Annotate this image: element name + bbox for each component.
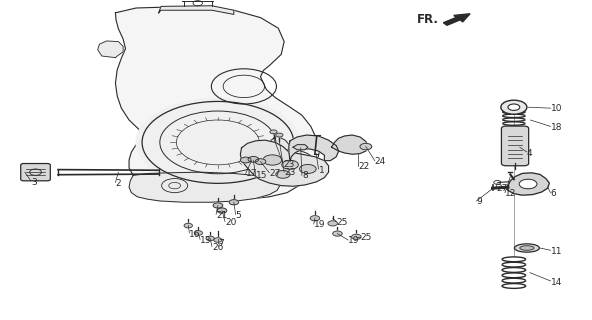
- Text: 9: 9: [477, 197, 482, 206]
- Polygon shape: [266, 136, 293, 182]
- Polygon shape: [98, 41, 123, 58]
- Text: 8: 8: [302, 172, 308, 180]
- Text: 25: 25: [336, 218, 348, 227]
- Polygon shape: [115, 6, 320, 200]
- Circle shape: [206, 236, 214, 241]
- Text: 1: 1: [318, 166, 324, 175]
- Circle shape: [240, 157, 251, 163]
- FancyBboxPatch shape: [21, 164, 50, 181]
- Circle shape: [184, 223, 192, 228]
- Circle shape: [360, 143, 372, 150]
- Text: 19: 19: [348, 236, 359, 245]
- Text: 15: 15: [256, 172, 267, 180]
- Circle shape: [508, 104, 520, 110]
- Text: 11: 11: [551, 247, 562, 256]
- Circle shape: [333, 231, 342, 236]
- Text: FR.: FR.: [417, 13, 439, 26]
- Circle shape: [352, 234, 361, 239]
- Polygon shape: [508, 173, 549, 195]
- Circle shape: [214, 238, 222, 242]
- Text: 3: 3: [31, 178, 37, 187]
- Circle shape: [217, 208, 227, 213]
- Text: 2: 2: [115, 180, 121, 188]
- Text: 4: 4: [527, 149, 533, 158]
- Text: 24: 24: [375, 157, 386, 166]
- Polygon shape: [289, 135, 339, 162]
- Text: 20: 20: [225, 218, 236, 227]
- Circle shape: [248, 156, 259, 162]
- Text: 25: 25: [360, 233, 371, 242]
- Circle shape: [300, 164, 316, 173]
- Circle shape: [136, 98, 300, 187]
- Text: 18: 18: [551, 123, 562, 132]
- Circle shape: [229, 200, 239, 205]
- Text: 16: 16: [189, 230, 201, 239]
- Text: 27: 27: [269, 169, 281, 178]
- FancyArrow shape: [443, 14, 470, 25]
- Text: 12: 12: [505, 189, 516, 198]
- Circle shape: [276, 171, 290, 178]
- Circle shape: [276, 133, 283, 137]
- Text: 19: 19: [314, 220, 325, 229]
- Text: 10: 10: [551, 104, 562, 113]
- Circle shape: [213, 203, 223, 208]
- Circle shape: [519, 179, 537, 189]
- Polygon shape: [129, 172, 279, 202]
- Circle shape: [501, 100, 527, 114]
- Ellipse shape: [520, 246, 534, 250]
- FancyBboxPatch shape: [501, 126, 529, 166]
- Text: 14: 14: [551, 278, 562, 287]
- Text: 21: 21: [216, 211, 227, 220]
- Text: 7: 7: [218, 239, 224, 248]
- Circle shape: [255, 159, 266, 164]
- Text: 26: 26: [212, 243, 223, 252]
- Text: 5: 5: [236, 212, 242, 220]
- Circle shape: [194, 231, 202, 235]
- Polygon shape: [293, 145, 308, 150]
- Polygon shape: [332, 135, 368, 154]
- Text: 13: 13: [200, 236, 211, 245]
- Circle shape: [270, 130, 277, 134]
- Text: 22: 22: [358, 162, 369, 171]
- Circle shape: [328, 221, 337, 226]
- Text: 27: 27: [496, 184, 507, 193]
- Text: 23: 23: [284, 168, 295, 177]
- Text: 23: 23: [283, 160, 294, 169]
- Ellipse shape: [514, 244, 539, 252]
- Text: 17: 17: [246, 169, 257, 178]
- Circle shape: [263, 155, 282, 165]
- Polygon shape: [240, 140, 329, 186]
- Circle shape: [282, 160, 298, 169]
- Polygon shape: [159, 6, 234, 14]
- Text: 6: 6: [551, 189, 556, 198]
- Circle shape: [310, 216, 320, 221]
